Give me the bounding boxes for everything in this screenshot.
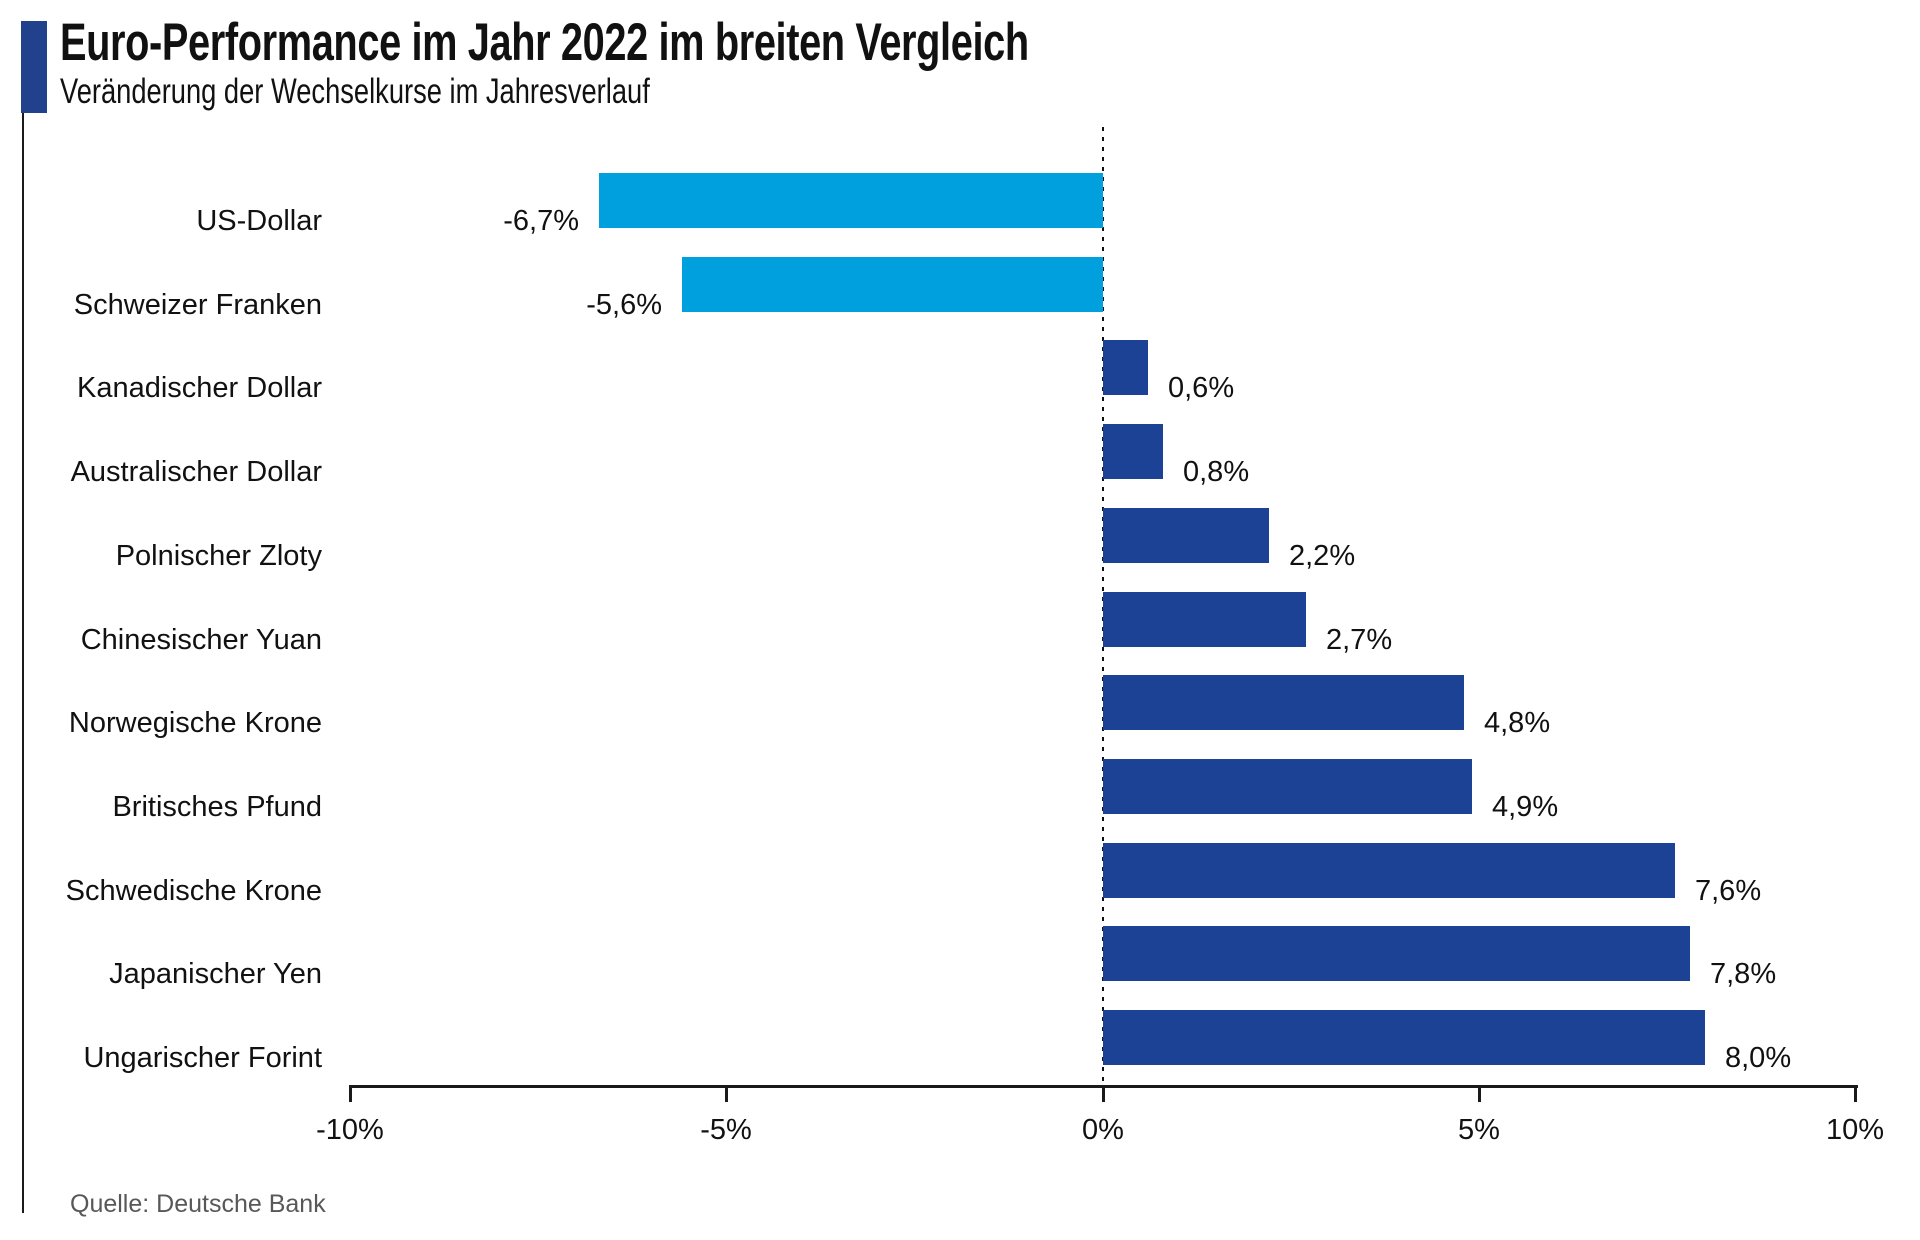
- category-label-text: Ungarischer Forint: [83, 1042, 322, 1074]
- x-axis-tick: [1102, 1085, 1105, 1102]
- category-label: Britisches Pfund: [40, 759, 322, 822]
- category-label: Chinesischer Yuan: [40, 592, 322, 655]
- x-axis-tick: [1854, 1085, 1857, 1102]
- value-label-text: 0,8%: [1183, 456, 1250, 488]
- value-label-text: 4,9%: [1492, 791, 1559, 823]
- category-label: Norwegische Krone: [40, 675, 322, 738]
- bar: [1103, 508, 1269, 563]
- bar: [1103, 340, 1148, 395]
- category-label-text: Britisches Pfund: [112, 791, 322, 823]
- x-axis-tick-label-text: -10%: [316, 1114, 384, 1146]
- zero-baseline-dotted-line: [1101, 127, 1104, 1085]
- value-label-text: -5,6%: [586, 289, 662, 321]
- value-label: 8,0%: [1725, 1010, 1920, 1073]
- bar: [1103, 926, 1690, 981]
- x-axis-tick-label-text: 5%: [1458, 1114, 1500, 1146]
- x-axis-tick-label-text: -5%: [700, 1114, 752, 1146]
- category-label: Schwedische Krone: [40, 843, 322, 906]
- value-label-text: 7,6%: [1695, 875, 1762, 907]
- x-axis-tick: [1478, 1085, 1481, 1102]
- x-axis-tick: [725, 1085, 728, 1102]
- bar: [1103, 843, 1675, 898]
- bar: [1103, 1010, 1705, 1065]
- bar: [1103, 592, 1306, 647]
- category-label-text: Kanadischer Dollar: [76, 372, 322, 404]
- chart-title: Euro-Performance im Jahr 2022 im breiten…: [60, 13, 1029, 72]
- value-label-text: -6,7%: [503, 205, 579, 237]
- value-label: 7,6%: [1695, 843, 1915, 906]
- x-axis-tick: [349, 1085, 352, 1102]
- category-label-text: Japanischer Yen: [109, 958, 322, 990]
- category-label-text: Schweizer Franken: [73, 289, 322, 321]
- value-label-text: 0,6%: [1168, 372, 1235, 404]
- x-axis-tick-label: 5%: [1404, 1116, 1554, 1145]
- category-label: Polnischer Zloty: [40, 508, 322, 571]
- category-label-text: Norwegische Krone: [68, 707, 322, 739]
- x-axis-tick-label: -5%: [651, 1116, 801, 1145]
- value-label: 2,7%: [1326, 592, 1546, 655]
- value-label: 0,8%: [1183, 424, 1403, 487]
- bar: [1103, 675, 1464, 730]
- left-border-rule: [22, 21, 24, 1213]
- value-label: -5,6%: [442, 257, 662, 320]
- value-label-text: 2,2%: [1289, 540, 1356, 572]
- category-label-text: Australischer Dollar: [70, 456, 322, 488]
- value-label: 4,9%: [1492, 759, 1712, 822]
- value-label: 0,6%: [1168, 340, 1388, 403]
- category-label-text: Chinesischer Yuan: [80, 624, 322, 656]
- x-axis-tick-label-text: 0%: [1082, 1114, 1124, 1146]
- category-label: Japanischer Yen: [40, 926, 322, 989]
- bar: [682, 257, 1103, 312]
- category-label: Ungarischer Forint: [40, 1010, 322, 1073]
- chart-subtitle: Veränderung der Wechselkurse im Jahresve…: [60, 72, 650, 111]
- value-label: 4,8%: [1484, 675, 1704, 738]
- value-label: 7,8%: [1710, 926, 1920, 989]
- x-axis-tick-label: 10%: [1780, 1116, 1920, 1145]
- category-label: Australischer Dollar: [40, 424, 322, 487]
- title-accent-rect: [21, 21, 47, 113]
- bar: [599, 173, 1103, 228]
- category-label: Schweizer Franken: [40, 257, 322, 320]
- x-axis-tick-label-text: 10%: [1825, 1114, 1885, 1146]
- value-label: -6,7%: [359, 173, 579, 236]
- value-label: 2,2%: [1289, 508, 1509, 571]
- category-label-text: Polnischer Zloty: [115, 540, 322, 572]
- x-axis-tick-label: 0%: [1028, 1116, 1178, 1145]
- x-axis-tick-label: -10%: [275, 1116, 425, 1145]
- bar: [1103, 759, 1472, 814]
- value-label-text: 7,8%: [1710, 958, 1777, 990]
- value-label-text: 2,7%: [1326, 624, 1393, 656]
- category-label: US-Dollar: [40, 173, 322, 236]
- category-label: Kanadischer Dollar: [40, 340, 322, 403]
- bar: [1103, 424, 1163, 479]
- value-label-text: 8,0%: [1725, 1042, 1792, 1074]
- source-note: Quelle: Deutsche Bank: [70, 1190, 326, 1218]
- category-label-text: Schwedische Krone: [65, 875, 322, 907]
- category-label-text: US-Dollar: [196, 205, 322, 237]
- value-label-text: 4,8%: [1484, 707, 1551, 739]
